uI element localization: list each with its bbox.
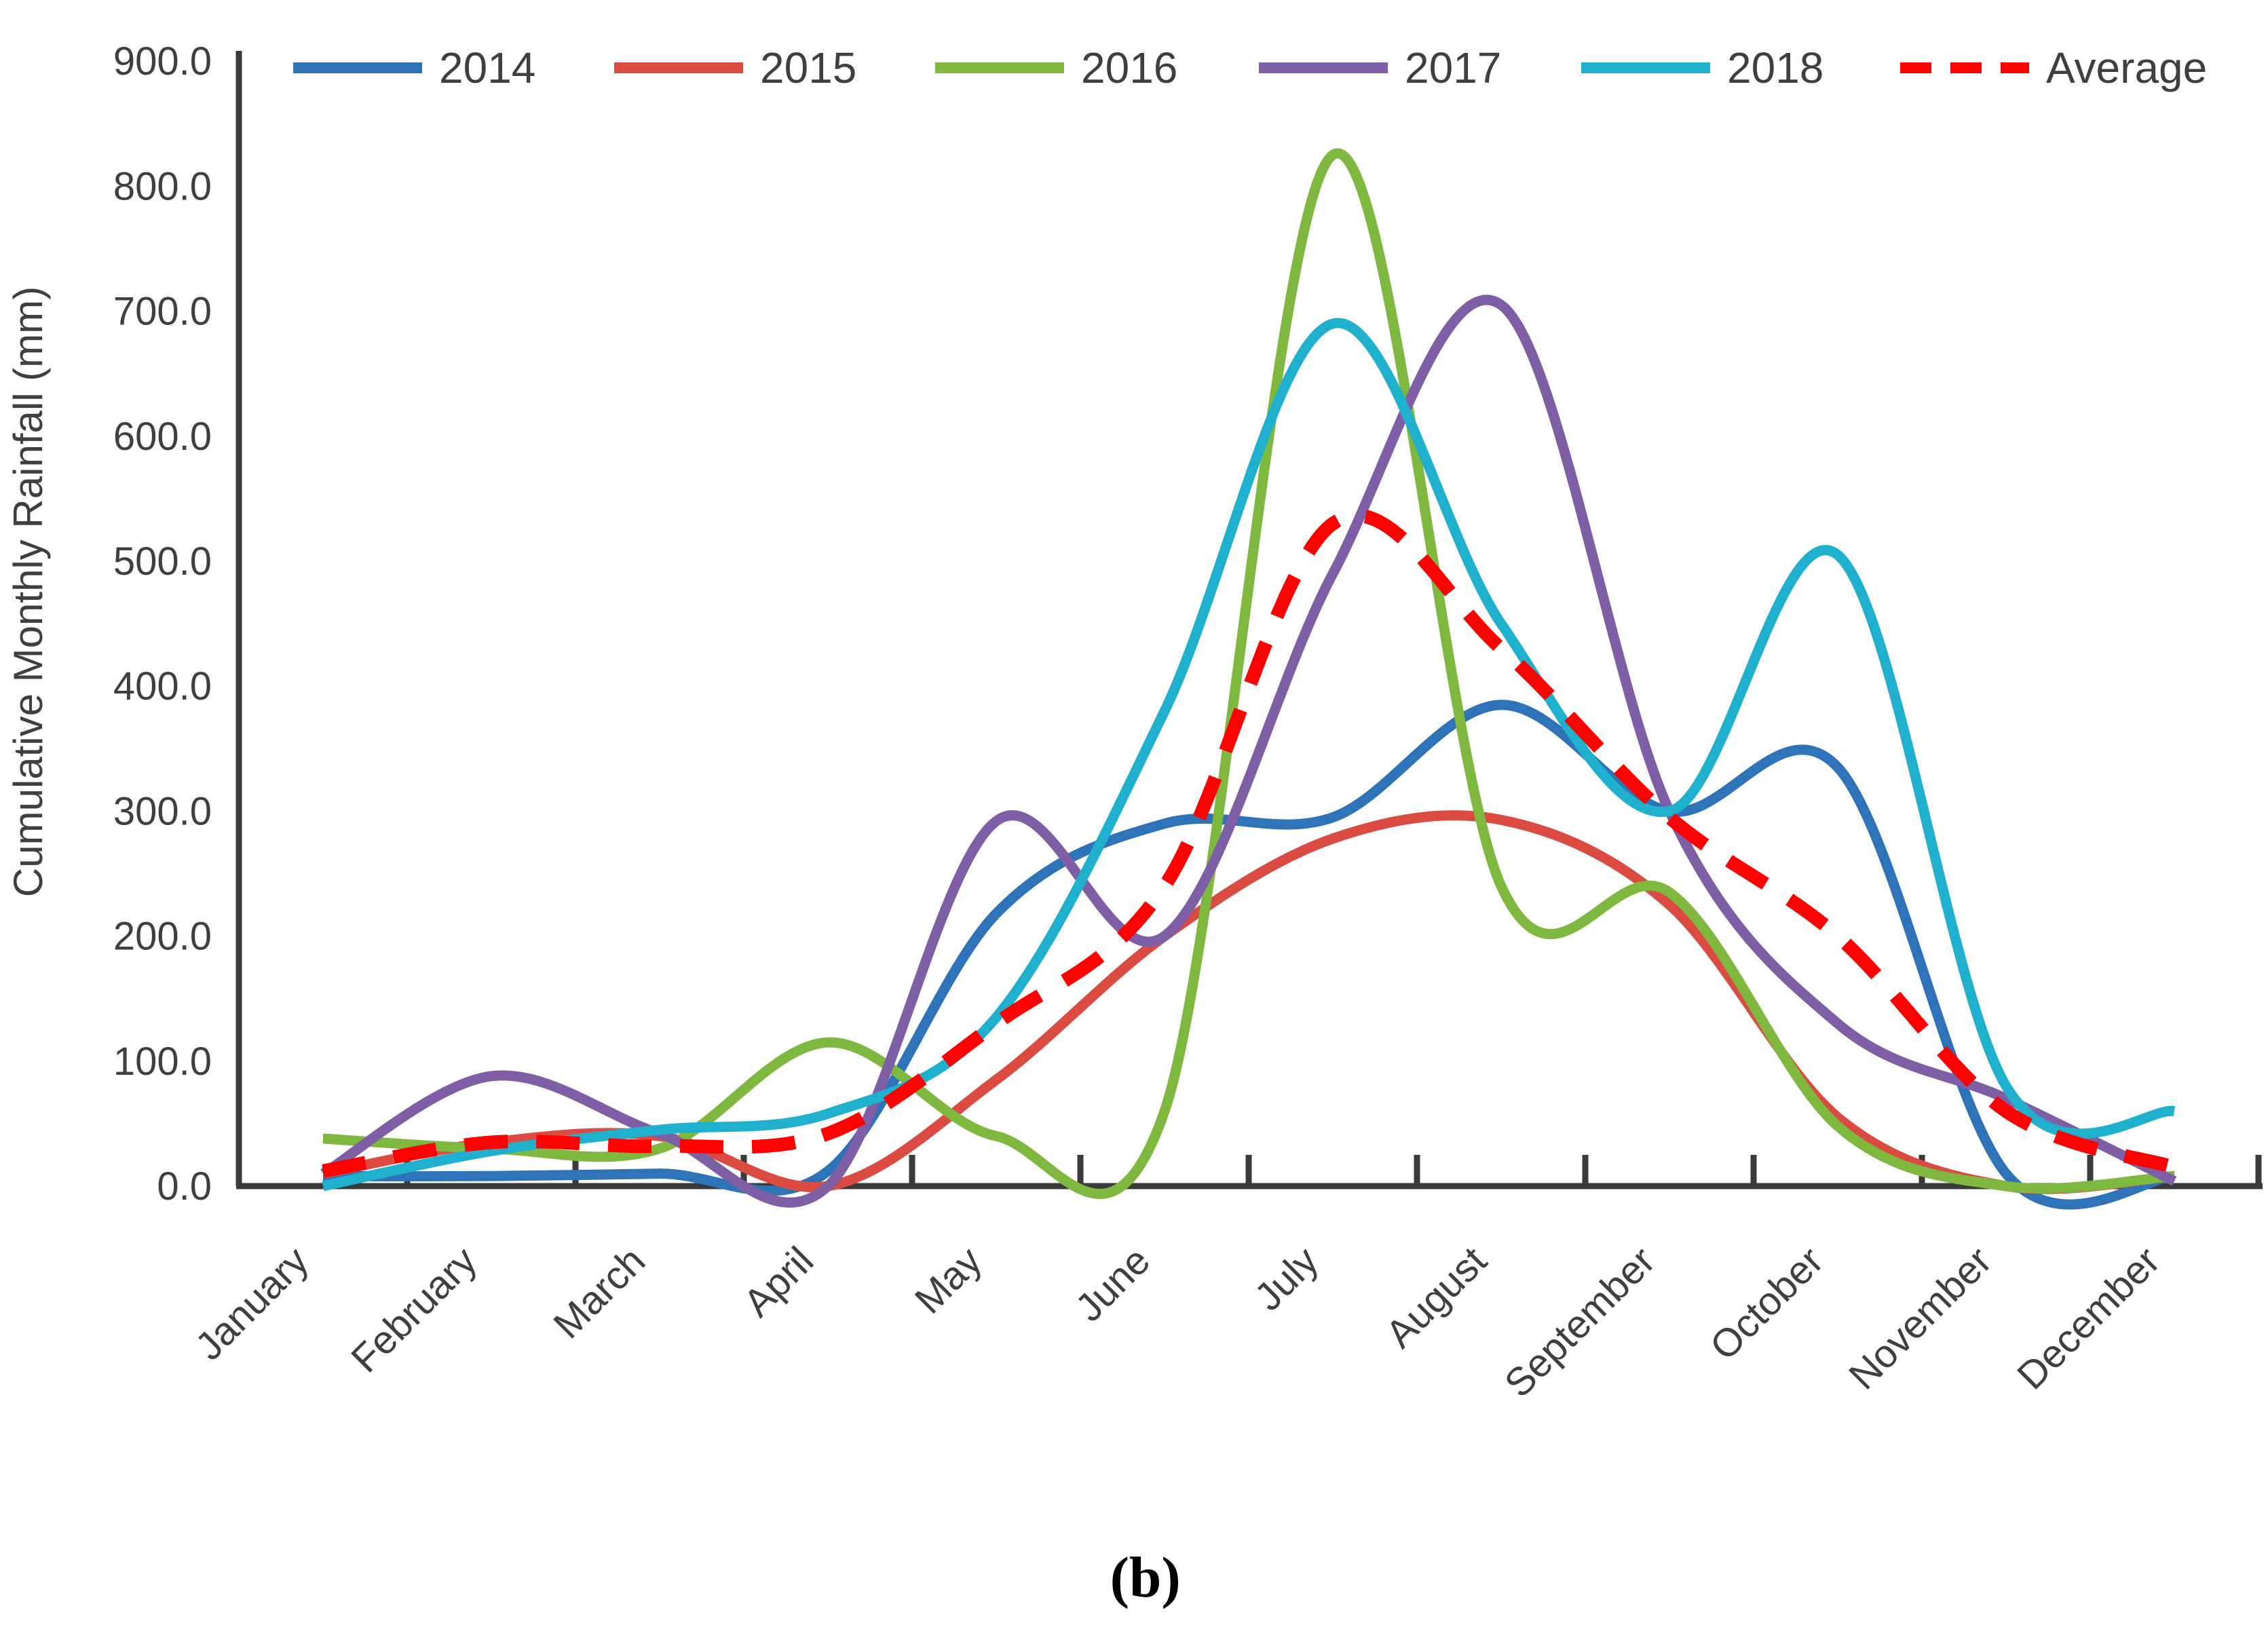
y-tick-label: 900.0 <box>113 39 212 83</box>
series-line-2018 <box>322 318 2176 1192</box>
x-tick-label-december: December <box>2009 1238 2168 1398</box>
x-tick-label-october: October <box>1701 1238 1832 1369</box>
x-tick-label-february: February <box>343 1238 485 1381</box>
legend-item-2015: 2015 <box>614 43 856 92</box>
legend-label: 2018 <box>1727 43 1823 92</box>
y-tick-label: 500.0 <box>113 539 212 584</box>
x-tick-label-june: June <box>1067 1238 1158 1330</box>
series-lines <box>320 148 2177 1210</box>
legend-item-2017: 2017 <box>1259 43 1501 92</box>
x-axis-labels: January February March April May June July Augu… <box>187 1238 2168 1406</box>
legend: 2014 2015 2016 2017 2018 Average <box>293 43 2207 92</box>
y-tick-label: 400.0 <box>113 664 212 708</box>
legend-label: 2017 <box>1405 43 1501 92</box>
series-line-average <box>322 508 2177 1178</box>
y-tick-label: 700.0 <box>113 290 212 334</box>
series-line-2014 <box>322 700 2175 1210</box>
x-tick-label-march: March <box>545 1238 654 1347</box>
legend-label: 2016 <box>1081 43 1177 92</box>
series-line-2016 <box>322 148 2175 1199</box>
legend-label: 2014 <box>439 43 535 92</box>
x-tick-label-january: January <box>187 1238 317 1369</box>
y-tick-label: 600.0 <box>113 415 212 459</box>
axes <box>235 51 2263 1189</box>
y-tick-label: 0.0 <box>157 1164 212 1208</box>
legend-label: 2015 <box>760 43 856 92</box>
y-tick-label: 100.0 <box>113 1040 212 1084</box>
legend-item-2014: 2014 <box>293 43 535 92</box>
x-tick-label-april: April <box>735 1238 822 1325</box>
legend-item-2018: 2018 <box>1581 43 1823 92</box>
y-axis-title: Cumulative Monthly Rainfall (mm) <box>5 286 51 897</box>
x-tick-label-november: November <box>1840 1238 2000 1398</box>
y-tick-label: 800.0 <box>113 164 212 208</box>
figure-caption: (b) <box>1110 1545 1181 1610</box>
legend-label: Average <box>2046 43 2207 92</box>
y-tick-label: 300.0 <box>113 789 212 833</box>
x-tick-label-july: July <box>1246 1238 1327 1319</box>
legend-item-average: Average <box>1900 43 2207 92</box>
y-tick-label: 200.0 <box>113 915 212 959</box>
series-line-2017 <box>320 294 2177 1208</box>
x-tick-label-august: August <box>1378 1238 1496 1356</box>
x-tick-label-september: September <box>1496 1238 1664 1406</box>
legend-item-2016: 2016 <box>935 43 1177 92</box>
x-tick-label-may: May <box>907 1238 990 1322</box>
y-axis-labels: 0.0 100.0 200.0 300.0 400.0 500.0 600.0 700.0 80… <box>113 39 212 1208</box>
